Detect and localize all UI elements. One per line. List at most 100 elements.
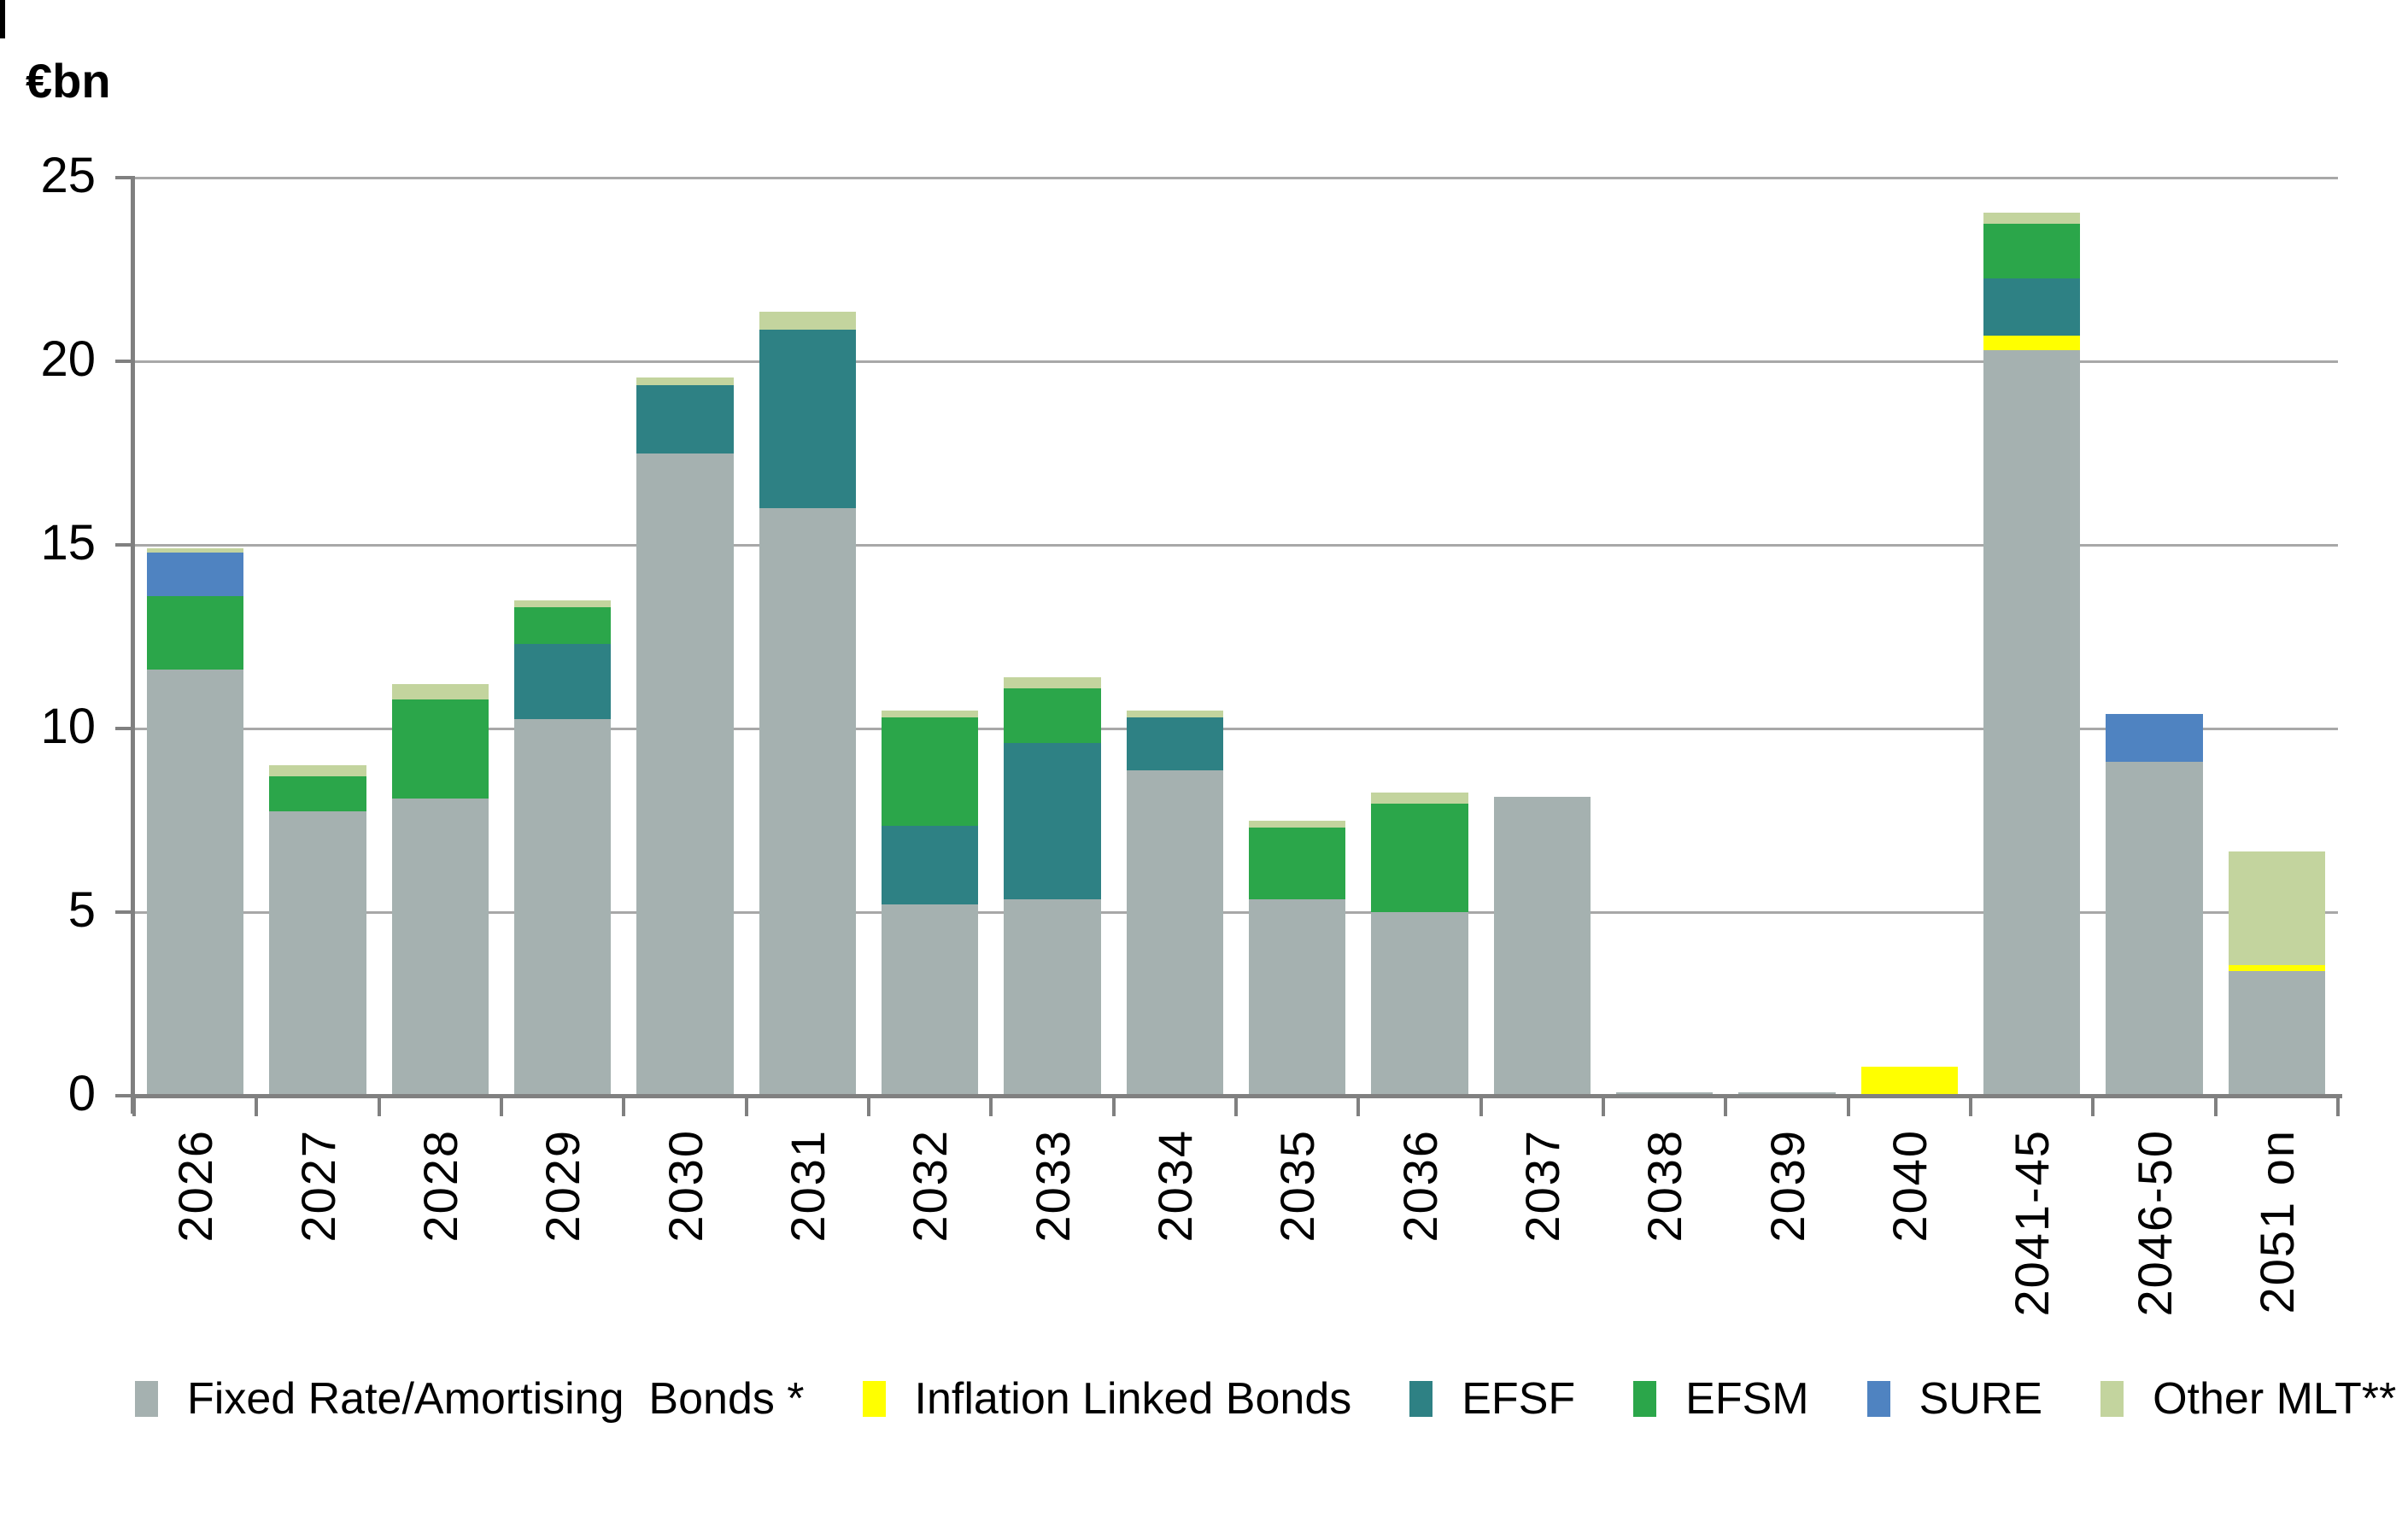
legend-item-inflation_linked: Inflation Linked Bonds xyxy=(862,1373,1352,1425)
legend-label-efsf: EFSF xyxy=(1462,1374,1576,1424)
legend-swatch-efsf xyxy=(1409,1381,1433,1417)
y-tick-label-25: 25 xyxy=(40,147,96,203)
x-tick-mark-11 xyxy=(1479,1096,1483,1116)
x-tick-mark-16 xyxy=(2091,1096,2095,1116)
y-tick-mark-15 xyxy=(115,543,134,547)
x-label-2033: 2033 xyxy=(1025,1129,1080,1243)
bar-2033 xyxy=(1004,676,1101,1096)
y-tick-label-5: 5 xyxy=(67,881,96,938)
gridline-10 xyxy=(134,728,2338,730)
x-tick-mark-7 xyxy=(989,1096,993,1116)
bar-segment-fixed_rate-2033 xyxy=(1004,898,1101,1096)
bar-2028 xyxy=(391,684,489,1096)
legend-item-efsf: EFSF xyxy=(1409,1373,1575,1425)
legend-label-fixed_rate: Fixed Rate/Amortising Bonds * xyxy=(187,1374,805,1424)
gridline-20 xyxy=(134,360,2338,363)
x-label-2046-50: 2046-50 xyxy=(2127,1129,2182,1317)
legend-label-efsm: EFSM xyxy=(1685,1374,1809,1424)
bar-segment-fixed_rate-2046-50 xyxy=(2106,761,2203,1096)
bar-segment-other_mlt-2041-45 xyxy=(1983,212,2081,224)
x-label-2038: 2038 xyxy=(1638,1129,1692,1243)
x-tick-mark-13 xyxy=(1724,1096,1728,1116)
bar-2040 xyxy=(1860,1066,1958,1096)
bar-segment-efsf-2032 xyxy=(882,825,979,905)
x-label-2026: 2026 xyxy=(168,1129,223,1243)
y-axis-line xyxy=(131,176,135,1114)
bar-segment-inflation_linked-2041-45 xyxy=(1983,335,2081,351)
bar-2035 xyxy=(1249,820,1346,1096)
bar-segment-efsm-2027 xyxy=(269,775,366,811)
bar-segment-sure-2046-50 xyxy=(2106,713,2203,762)
slot-2040 xyxy=(1848,178,1971,1096)
x-label-2039: 2039 xyxy=(1760,1129,1814,1243)
bar-segment-other_mlt-2028 xyxy=(391,684,489,699)
x-label-2034: 2034 xyxy=(1147,1129,1202,1243)
slot-2029 xyxy=(501,178,624,1096)
bar-segment-inflation_linked-2051 on xyxy=(2228,965,2325,971)
slot-2036 xyxy=(1358,178,1480,1096)
bar-segment-efsm-2036 xyxy=(1371,804,1468,912)
legend-swatch-inflation_linked xyxy=(862,1381,886,1417)
x-tick-mark-2 xyxy=(377,1096,381,1116)
x-label-box-2026: 2026 xyxy=(165,1129,226,1243)
bar-2051 on xyxy=(2228,851,2325,1096)
bar-segment-other_mlt-2036 xyxy=(1371,793,1468,805)
gridline-15 xyxy=(134,544,2338,547)
bar-segment-other_mlt-2026 xyxy=(147,548,244,553)
legend-swatch-sure xyxy=(1866,1381,1890,1417)
x-label-box-2027: 2027 xyxy=(287,1129,349,1243)
slot-2026 xyxy=(134,178,256,1096)
y-axis-unit-label: €bn xyxy=(26,54,111,108)
bar-segment-fixed_rate-2051 on xyxy=(2228,970,2325,1096)
bar-segment-other_mlt-2029 xyxy=(514,600,612,608)
bar-segment-fixed_rate-2037 xyxy=(1493,796,1591,1096)
bar-segment-fixed_rate-2041-45 xyxy=(1983,350,2081,1096)
bar-segment-efsm-2041-45 xyxy=(1983,223,2081,279)
gridline-5 xyxy=(134,911,2338,914)
slot-2037 xyxy=(1481,178,1603,1096)
bar-segment-other_mlt-2051 on xyxy=(2228,851,2325,966)
x-tick-mark-15 xyxy=(1969,1096,1972,1116)
gridline-25 xyxy=(134,177,2338,179)
slot-2030 xyxy=(624,178,746,1096)
legend-label-inflation_linked: Inflation Linked Bonds xyxy=(914,1374,1352,1424)
x-tick-mark-14 xyxy=(1846,1096,1850,1116)
y-tick-mark-10 xyxy=(115,727,134,730)
bar-segment-efsm-2026 xyxy=(147,596,244,670)
slot-2041-45 xyxy=(1971,178,2093,1096)
x-tick-mark-18 xyxy=(2336,1096,2340,1116)
x-label-2035: 2035 xyxy=(1270,1129,1325,1243)
bar-2027 xyxy=(269,765,366,1096)
x-label-2032: 2032 xyxy=(903,1129,958,1243)
bar-2034 xyxy=(1126,710,1223,1096)
slot-2051 on xyxy=(2216,178,2338,1096)
x-label-box-2030: 2030 xyxy=(654,1129,716,1243)
x-tick-mark-17 xyxy=(2213,1096,2218,1116)
x-label-box-2029: 2029 xyxy=(532,1129,594,1243)
y-tick-label-10: 10 xyxy=(40,698,96,754)
legend-label-other_mlt: Other MLT** xyxy=(2153,1374,2397,1424)
x-label-2029: 2029 xyxy=(536,1129,590,1243)
slot-2033 xyxy=(991,178,1113,1096)
bar-segment-fixed_rate-2028 xyxy=(391,798,489,1096)
bar-segment-other_mlt-2033 xyxy=(1004,676,1101,688)
bar-2031 xyxy=(759,311,856,1096)
legend: Fixed Rate/Amortising Bonds * Inflation L… xyxy=(135,1373,2396,1425)
x-tick-mark-12 xyxy=(1602,1096,1605,1116)
x-label-box-2035: 2035 xyxy=(1267,1129,1328,1243)
bar-segment-other_mlt-2027 xyxy=(269,765,366,776)
bar-segment-fixed_rate-2032 xyxy=(882,904,979,1096)
legend-swatch-other_mlt xyxy=(2100,1381,2124,1417)
x-label-2041-45: 2041-45 xyxy=(2005,1129,2059,1317)
bar-2036 xyxy=(1371,793,1468,1096)
legend-item-fixed_rate: Fixed Rate/Amortising Bonds * xyxy=(135,1373,805,1425)
x-tick-mark-4 xyxy=(622,1096,626,1116)
x-label-2027: 2027 xyxy=(290,1129,345,1243)
slot-2028 xyxy=(379,178,501,1096)
x-label-box-2034: 2034 xyxy=(1144,1129,1205,1243)
bar-2038 xyxy=(1615,1091,1714,1096)
bar-segment-fixed_rate-2029 xyxy=(514,719,612,1096)
legend-item-sure: SURE xyxy=(1866,1373,2042,1425)
bar-2026 xyxy=(147,548,244,1096)
bar-segment-other_mlt-2032 xyxy=(882,710,979,718)
